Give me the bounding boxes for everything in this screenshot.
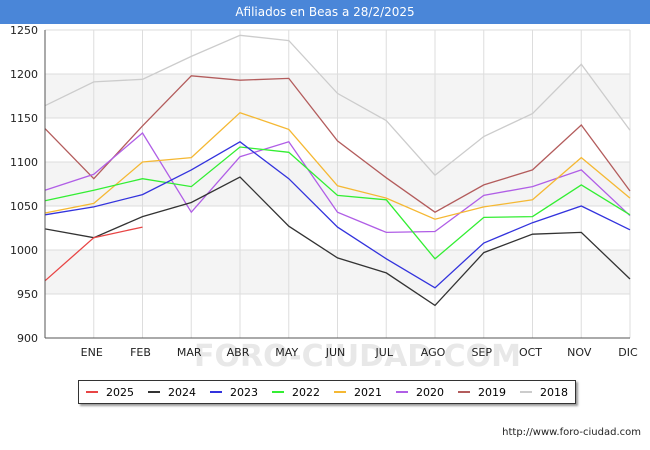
source-url: http://www.foro-ciudad.com bbox=[502, 427, 641, 438]
legend-label: 2021 bbox=[354, 385, 382, 399]
legend-label: 2020 bbox=[416, 385, 444, 399]
x-tick-label: ABR bbox=[227, 346, 250, 359]
y-tick-label: 1050 bbox=[10, 200, 38, 213]
legend-item-2023: 2023 bbox=[210, 386, 258, 399]
y-tick-label: 1250 bbox=[10, 24, 38, 37]
legend-label: 2018 bbox=[540, 385, 568, 399]
x-tick-label: MAY bbox=[275, 346, 298, 359]
legend-label: 2019 bbox=[478, 385, 506, 399]
series-line-2022 bbox=[44, 146, 631, 260]
legend-item-2024: 2024 bbox=[148, 386, 196, 399]
legend-item-2020: 2020 bbox=[396, 386, 444, 399]
legend-label: 2025 bbox=[106, 385, 134, 399]
legend-item-2025: 2025 bbox=[86, 386, 134, 399]
legend-item-2018: 2018 bbox=[520, 386, 568, 399]
x-tick-label: AGO bbox=[421, 346, 446, 359]
y-tick-label: 1100 bbox=[10, 156, 38, 169]
y-tick-label: 1150 bbox=[10, 112, 38, 125]
x-tick-label: SEP bbox=[471, 346, 492, 359]
legend-swatch bbox=[148, 391, 160, 393]
x-tick-label: ENE bbox=[81, 346, 103, 359]
series-line-2020 bbox=[44, 132, 631, 234]
y-tick-label: 1000 bbox=[10, 244, 38, 257]
series-line-2021 bbox=[44, 111, 631, 220]
x-tick-label: MAR bbox=[177, 346, 202, 359]
series-line-2019 bbox=[44, 75, 631, 213]
x-tick-label: JUL bbox=[375, 346, 394, 359]
legend-item-2021: 2021 bbox=[334, 386, 382, 399]
y-tick-label: 900 bbox=[17, 332, 38, 345]
legend-swatch bbox=[396, 391, 408, 393]
chart-title: Afiliados en Beas a 28/2/2025 bbox=[0, 0, 650, 24]
legend-swatch bbox=[272, 391, 284, 393]
legend-item-2019: 2019 bbox=[458, 386, 506, 399]
legend-swatch bbox=[520, 391, 532, 393]
x-tick-label: DIC bbox=[618, 346, 638, 359]
x-tick-label: OCT bbox=[519, 346, 542, 359]
x-tick-label: FEB bbox=[130, 346, 151, 359]
watermark: FORO-CIUDAD.COM bbox=[194, 339, 521, 374]
y-tick-label: 950 bbox=[17, 288, 38, 301]
legend-item-2022: 2022 bbox=[272, 386, 320, 399]
legend-swatch bbox=[86, 391, 98, 393]
legend-label: 2024 bbox=[168, 385, 196, 399]
series-line-2018 bbox=[44, 34, 631, 177]
legend-swatch bbox=[458, 391, 470, 393]
legend-swatch bbox=[210, 391, 222, 393]
x-tick-label: JUN bbox=[325, 346, 346, 359]
y-tick-label: 1200 bbox=[10, 68, 38, 81]
legend-swatch bbox=[334, 391, 346, 393]
series-line-2024 bbox=[44, 176, 631, 307]
series-line-2025 bbox=[44, 226, 143, 282]
legend-label: 2023 bbox=[230, 385, 258, 399]
series-line-2023 bbox=[44, 141, 631, 289]
x-tick-label: NOV bbox=[567, 346, 592, 359]
legend: 2025 2024 2023 2022 2021 2020 2019 2018 bbox=[78, 380, 576, 404]
legend-label: 2022 bbox=[292, 385, 320, 399]
